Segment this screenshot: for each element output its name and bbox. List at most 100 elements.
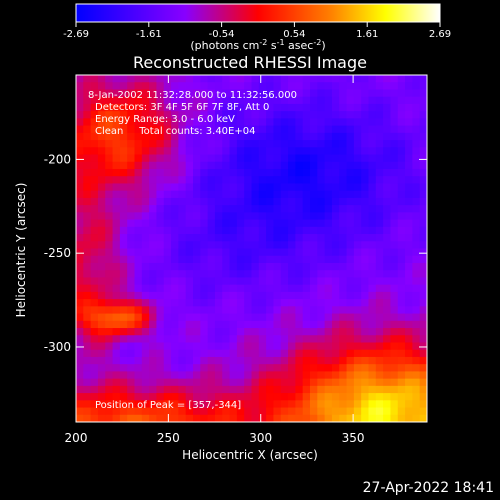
heatmap-cell [207,248,216,257]
heatmap-cell [76,140,84,148]
heatmap-cell [244,364,252,372]
heatmap-cell [193,313,201,322]
heatmap-cell [236,349,245,358]
heatmap-cell [207,270,216,278]
heatmap-cell [353,248,362,257]
heatmap-cell [383,255,391,264]
heatmap-cell [76,385,84,394]
heatmap-cell [105,277,114,286]
heatmap-cell [163,400,172,409]
heatmap-cell [200,306,209,315]
heatmap-cell [280,183,289,192]
heatmap-cell [412,103,421,112]
heatmap-cell [76,154,84,163]
heatmap-cell [346,414,355,423]
heatmap-cell [178,183,187,192]
heatmap-cell [339,270,348,278]
heatmap-cell [200,82,209,90]
heatmap-cell [97,284,106,293]
heatmap-cell [295,342,304,351]
heatmap-cell [405,82,413,90]
heatmap-cell [141,82,150,90]
heatmap-cell [229,176,238,184]
heatmap-cell [397,75,406,83]
heatmap-cell [339,176,348,184]
heatmap-cell [163,342,172,351]
heatmap-cell [258,270,267,278]
heatmap-cell [353,385,362,394]
heatmap-cell [302,255,311,264]
heatmap-cell [383,226,391,235]
heatmap-cell [236,82,245,90]
heatmap-cell [171,385,179,394]
heatmap-cell [244,248,252,257]
heatmap-cell [390,161,399,170]
heatmap-cell [207,75,216,83]
heatmap-cell [229,364,238,372]
heatmap-cell [127,125,135,134]
heatmap-cell [244,212,252,221]
heatmap-cell [383,161,391,170]
heatmap-cell [412,407,421,416]
heatmap-cell [368,364,377,372]
heatmap-cell [310,212,318,221]
heatmap-cell [412,226,421,235]
heatmap-cell [368,197,377,206]
heatmap-cell [185,234,194,242]
heatmap-cell [134,103,143,112]
heatmap-cell [412,320,421,329]
heatmap-cell [134,226,143,235]
heatmap-cell [156,270,165,278]
heatmap-cell [258,147,267,156]
heatmap-cell [346,241,355,249]
heatmap-cell [339,284,348,293]
heatmap-cell [207,255,216,264]
heatmap-cell [383,89,391,98]
heatmap-cell [163,241,172,249]
heatmap-cell [163,320,172,329]
heatmap-cell [163,154,172,163]
heatmap-cell [171,226,179,235]
heatmap-cell [353,342,362,351]
y-tick-label: -250 [44,246,71,260]
heatmap-cell [266,335,274,343]
heatmap-cell [383,270,391,278]
heatmap-cell [405,393,413,401]
heatmap-cell [178,176,187,184]
heatmap-cell [156,349,165,358]
heatmap-cell [273,125,282,134]
heatmap-cell [163,111,172,119]
heatmap-cell [331,371,340,380]
colorbar-tick-label: 1.61 [356,29,378,40]
heatmap-cell [163,414,172,423]
heatmap-cell [368,291,377,300]
heatmap-cell [280,118,289,127]
heatmap-cell [353,212,362,221]
heatmap-cell [251,270,260,278]
heatmap-cell [331,183,340,192]
heatmap-cell [97,378,106,387]
heatmap-cell [273,255,282,264]
heatmap-cell [222,342,231,351]
heatmap-cell [405,103,413,112]
heatmap-cell [83,255,92,264]
heatmap-cell [412,96,421,105]
heatmap-cell [127,299,135,307]
heatmap-cell [222,219,231,228]
heatmap-cell [149,75,157,83]
heatmap-cell [375,364,384,372]
heatmap-cell [375,190,384,199]
heatmap-cell [127,248,135,257]
heatmap-cell [236,241,245,249]
heatmap-cell [127,205,135,213]
heatmap-cell [339,414,348,423]
heatmap-cell [339,356,348,365]
heatmap-cell [317,313,326,322]
heatmap-cell [105,140,114,148]
heatmap-cell [405,306,413,315]
heatmap-cell [76,313,84,322]
heatmap-cell [90,291,99,300]
heatmap-cell [214,190,223,199]
heatmap-cell [405,111,413,119]
heatmap-cell [185,132,194,141]
